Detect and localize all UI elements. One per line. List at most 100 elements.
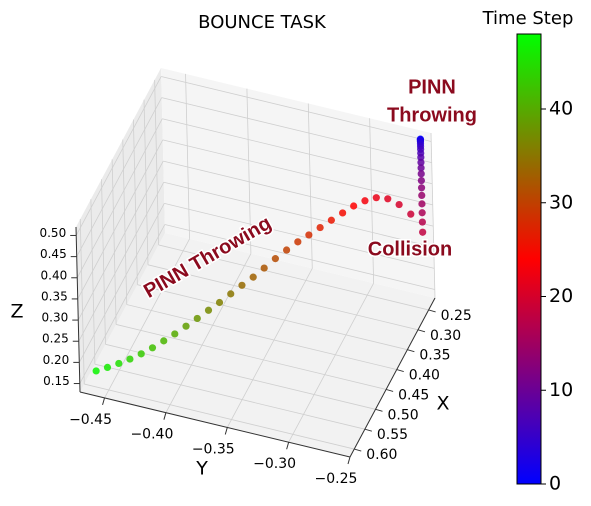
data-point (418, 218, 426, 226)
colorbar-tick-label: 30 (549, 191, 573, 213)
data-point (339, 209, 347, 217)
x-axis-line (349, 297, 436, 458)
grid-line (79, 219, 85, 385)
x-tick-label: 0.55 (377, 427, 408, 443)
y-tick-label: −0.30 (253, 456, 296, 472)
grid-line (94, 363, 365, 430)
grid-line (154, 79, 160, 245)
data-point (182, 322, 190, 330)
y-tick (347, 456, 351, 465)
data-point (260, 264, 268, 272)
grid-line (165, 253, 252, 413)
data-point (418, 209, 426, 217)
data-point (227, 290, 235, 298)
colorbar-tick-label: 40 (549, 98, 573, 120)
data-point (417, 164, 425, 172)
data-point (417, 184, 426, 192)
grid-line (147, 264, 419, 331)
x-tick (364, 428, 373, 432)
annotation: Collision (368, 238, 452, 260)
data-point (372, 194, 380, 202)
grid-line (132, 119, 138, 285)
data-point (327, 216, 335, 224)
grid-line (430, 132, 436, 299)
grid-line (161, 97, 432, 164)
data-point (238, 281, 246, 289)
colorbar-tick-label: 10 (549, 379, 573, 401)
z-tick-label: 0.25 (42, 332, 69, 346)
x-tick-label: 0.30 (430, 328, 461, 344)
y-tick-label: −0.35 (192, 441, 235, 457)
x-tick-label: 0.45 (398, 387, 429, 403)
y-axis-label: Y (195, 458, 208, 480)
data-point (92, 367, 100, 375)
grid-line (158, 244, 429, 311)
data-point (294, 238, 302, 246)
grid-line (104, 238, 190, 399)
y-tick (224, 427, 228, 435)
data-point (271, 255, 279, 263)
z-tick-label: 0.20 (43, 353, 70, 367)
grid-line (78, 203, 165, 363)
grid-line (111, 159, 117, 325)
data-point (361, 197, 369, 205)
y-axis-line (79, 391, 351, 458)
grid-line (226, 268, 313, 428)
data-point (418, 200, 426, 208)
y-tick-label: −0.40 (130, 427, 173, 443)
z-axis-label: Z (10, 301, 23, 323)
data-point (249, 273, 257, 281)
grid-line (163, 160, 434, 227)
grid-line (75, 76, 162, 236)
grid-line (77, 139, 164, 300)
z-tick-label: 0.40 (41, 268, 68, 282)
data-point (417, 158, 425, 167)
grid-line (185, 73, 190, 239)
grid-line (116, 324, 387, 390)
data-point (160, 337, 168, 345)
grid-line (78, 182, 165, 342)
x-tick (354, 448, 362, 452)
z-tick-label: 0.30 (42, 311, 69, 325)
data-point (215, 298, 224, 307)
y-tick (102, 397, 106, 406)
x-axis-label: X (436, 393, 449, 415)
data-point (126, 355, 134, 363)
data-point (115, 359, 123, 368)
floor-pane (80, 233, 435, 457)
data-point (193, 314, 201, 323)
data-point (103, 363, 112, 372)
grid-line (101, 179, 106, 345)
data-point (204, 306, 213, 314)
grid-line (105, 343, 376, 410)
data-point (350, 202, 358, 210)
data-point (384, 195, 392, 203)
grid-line (76, 118, 163, 278)
grid-line (90, 199, 96, 365)
grid-line (122, 139, 128, 305)
x-tick (428, 309, 436, 313)
x-tick (375, 408, 383, 412)
y-tick-label: −0.45 (69, 412, 112, 428)
z-tick-label: 0.15 (43, 374, 70, 388)
grid-line (79, 224, 166, 384)
x-tick (417, 329, 426, 333)
x-tick-label: 0.50 (388, 407, 419, 423)
x-tick (407, 349, 415, 353)
x-tick (396, 369, 404, 373)
colorbar-label: Time Step (482, 8, 574, 29)
data-point (148, 344, 157, 352)
z-tick-label: 0.50 (39, 226, 66, 240)
x-tick-label: 0.35 (419, 348, 450, 364)
data-point (418, 191, 426, 200)
data-point (407, 210, 415, 218)
grid-line (76, 97, 163, 257)
y-tick-label: −0.25 (315, 471, 358, 487)
grid-line (288, 283, 374, 443)
data-point (417, 153, 425, 161)
data-point (282, 246, 291, 254)
grid-line (162, 139, 433, 206)
annotation: Throwing (387, 104, 477, 126)
x-tick (385, 388, 394, 392)
